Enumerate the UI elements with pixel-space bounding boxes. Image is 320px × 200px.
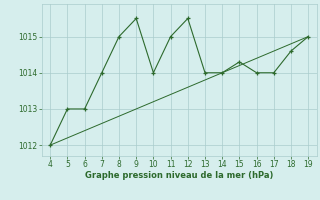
X-axis label: Graphe pression niveau de la mer (hPa): Graphe pression niveau de la mer (hPa) <box>85 171 273 180</box>
